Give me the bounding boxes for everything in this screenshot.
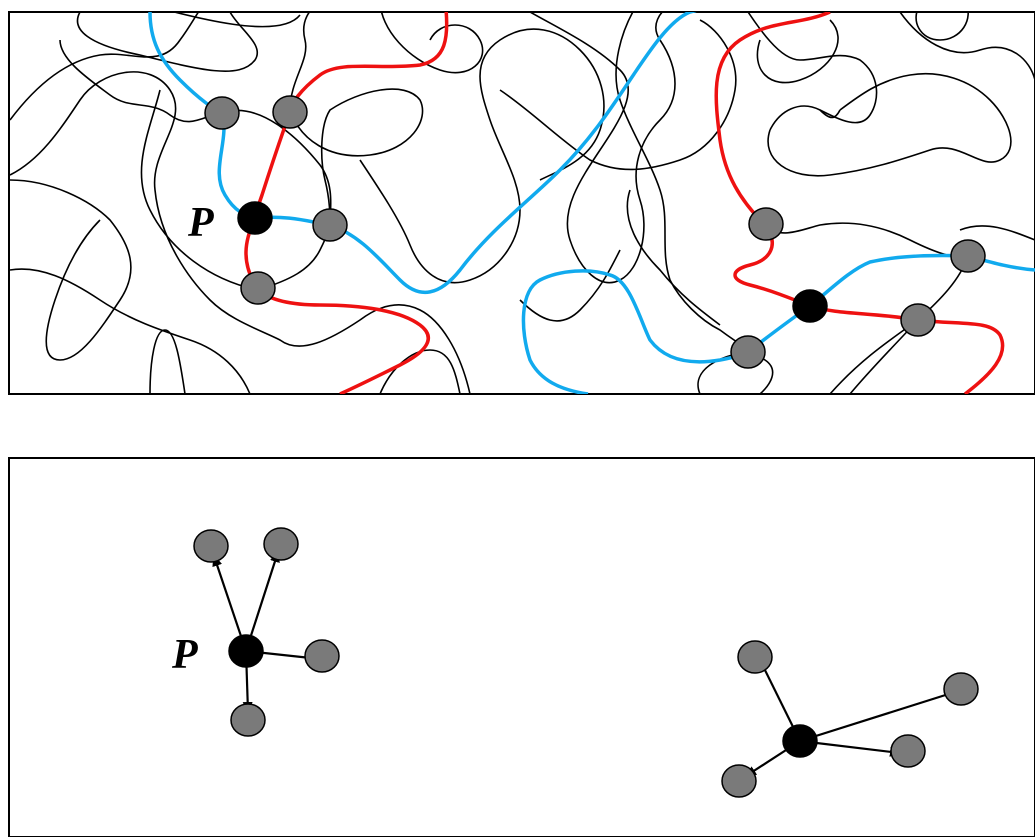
star-p [193, 527, 340, 737]
neighbor-node [943, 672, 979, 706]
polymer-chain [626, 189, 721, 326]
center-node [792, 289, 828, 323]
polymer-chain [9, 179, 132, 361]
center-node-p [228, 634, 264, 668]
star-right [721, 640, 979, 798]
arrow [244, 550, 280, 652]
crosslink-node [312, 208, 348, 242]
neighbor-node [230, 703, 266, 737]
neighbor-node [304, 639, 340, 673]
polymer-network-panel: P [8, 11, 1035, 395]
polymer-chain [149, 329, 186, 394]
neighbor-node [890, 734, 926, 768]
crosslink-node [748, 207, 784, 241]
polymer-chain [915, 12, 969, 41]
crosslink-node [730, 335, 766, 369]
connectivity-panel: P [8, 457, 1035, 837]
polymer-chain [76, 12, 258, 72]
polymer-chain [9, 268, 251, 394]
red-chain [714, 12, 1005, 394]
crosslink-node [900, 303, 936, 337]
polymer-chain [379, 349, 461, 394]
crosslink-node [240, 271, 276, 305]
neighbor-node [193, 529, 229, 563]
polymer-chain [289, 12, 311, 111]
polymer-chain [747, 12, 878, 124]
crosslink-node [950, 239, 986, 273]
crosslink-node [272, 95, 308, 129]
polymer-chain [756, 19, 839, 84]
label-p-bottom: P [171, 632, 198, 678]
label-p-top: P [187, 200, 214, 246]
polymer-chain [769, 105, 841, 131]
arrow [799, 690, 957, 743]
crosslink-node [204, 96, 240, 130]
neighbor-node [263, 527, 299, 561]
polymer-chain [767, 72, 1012, 177]
polymer-chain [380, 12, 484, 74]
polymer-chain [499, 19, 737, 171]
crosslink-nodes [204, 95, 986, 369]
polymer-chain [140, 89, 259, 291]
polymer-chain [519, 249, 621, 322]
polymer-chain [359, 28, 605, 284]
polymer-chain [528, 12, 676, 284]
polymer-chain [9, 12, 200, 121]
center-node-p [237, 201, 273, 235]
polymer-chain [9, 71, 471, 394]
neighbor-node [737, 640, 773, 674]
center-node [782, 724, 818, 758]
polymer-chain [959, 225, 1035, 241]
blue-chain [521, 253, 1035, 394]
bottom-panel-frame [8, 457, 1035, 837]
polymer-chain [289, 88, 424, 226]
polymer-chain [59, 39, 332, 226]
polymer-chain [899, 12, 1035, 81]
neighbor-node [721, 764, 757, 798]
polymer-chain [170, 12, 301, 28]
